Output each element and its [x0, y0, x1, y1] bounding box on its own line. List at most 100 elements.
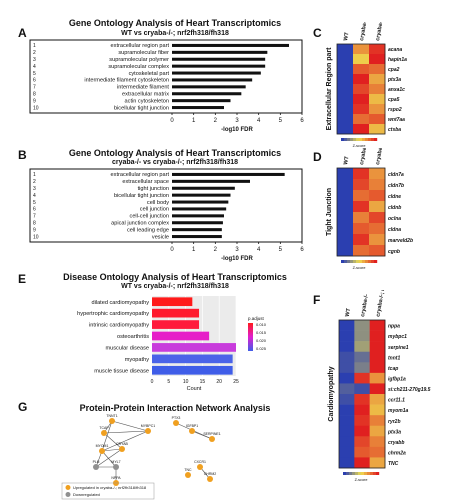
rank-label: 3 [33, 57, 36, 63]
x-tick-label: 5 [279, 118, 283, 124]
bar [152, 320, 200, 329]
bar [172, 57, 266, 61]
x-tick-label: 15 [200, 379, 206, 385]
heatmap-cell [353, 44, 370, 55]
legend-swatch [65, 492, 71, 497]
heatmap-cell [337, 179, 354, 191]
category-label: cell-cell junction [130, 214, 169, 220]
heatmap-cell [353, 124, 370, 135]
network-node [101, 430, 107, 436]
gene-label: rspo2 [388, 107, 402, 113]
rank-label: 8 [33, 220, 36, 226]
rank-label: 10 [33, 105, 39, 111]
legend-tick-label: 0.015 [256, 330, 267, 335]
scale-swatch [373, 472, 377, 475]
panel-b-subtitle: cryaba-/- vs cryaba-/-; nrf2fh318/fh318 [111, 159, 239, 166]
heatmap-cell [354, 383, 370, 395]
network-edge [101, 448, 123, 452]
x-tick-label: 5 [167, 379, 170, 385]
bar-chart-b: 1 extracellular region part 2 extracellular… [29, 168, 304, 262]
gene-label: marveld2b [388, 238, 413, 244]
network-node [209, 436, 215, 442]
scale-swatch [353, 138, 357, 141]
network-node-label: CXCR1 [194, 460, 206, 464]
heatmap-cell [369, 330, 386, 342]
heatmap-cell [369, 201, 386, 213]
network-edge [111, 420, 149, 432]
bar [172, 99, 231, 103]
x-tick-label: 25 [233, 379, 239, 385]
heatmap-cell [337, 104, 354, 115]
bar [152, 331, 210, 341]
gene-label: cldn7a [388, 172, 404, 178]
gene-label: ryr2b [388, 419, 401, 425]
rank-label: 1 [33, 172, 36, 178]
heatmap-d: WT cryaba-/- cryaba-/-; nrf2fh318/fh318 Tig… [326, 148, 413, 270]
heatmap-cell [337, 84, 354, 95]
heatmap-cell [337, 234, 354, 246]
panel-letter-e: E [18, 272, 27, 286]
bar [172, 221, 223, 225]
heatmap-cell [353, 201, 370, 213]
scale-swatch [341, 260, 345, 263]
scale-swatch [367, 472, 371, 475]
heatmap-c: WT cryaba-/- cryaba-/-; nrf2fh318/fh318 Ext… [326, 22, 407, 148]
heatmap-row-group-label: Cardiomyopathy [328, 366, 335, 421]
rank-label: 5 [33, 71, 36, 77]
scale-swatch [374, 260, 378, 263]
gene-label: ccr11.1 [388, 398, 405, 404]
category-label: supramolecular complex [108, 64, 169, 70]
heatmap-cell [369, 394, 386, 405]
category-label: osteoarthritis [117, 334, 149, 340]
plot-frame [29, 39, 303, 114]
gene-label: serpine1 [388, 345, 409, 351]
legend-title: p.adjust [248, 316, 265, 321]
column-header: cryaba-/-; nrf2fh318/fh318 [375, 22, 393, 41]
scale-swatch [371, 260, 375, 263]
x-axis-label: -log10 FDR [221, 127, 253, 133]
heatmap-cell [337, 54, 354, 65]
panel-letter-f: F [313, 293, 321, 307]
rank-label: 10 [33, 234, 39, 240]
scale-swatch [365, 260, 369, 263]
legend-tick-label: 0.020 [256, 338, 267, 343]
bar [152, 354, 233, 364]
x-tick-label: 5 [279, 247, 283, 253]
category-label: dilated cardiomyopathy [91, 300, 149, 306]
scale-label: Z-score [353, 144, 366, 148]
bar [152, 308, 200, 318]
column-header: cryaba-/- [359, 148, 369, 165]
scale-swatch [347, 138, 351, 141]
category-label: cell junction [140, 207, 169, 213]
network-graph-g: TNNT1 TCAP MYBPC1 PTX3 IGFBP1 SERPINE1 CRYAB MY… [61, 414, 221, 500]
heatmap-frame [338, 319, 386, 469]
heatmap-cell [354, 446, 370, 458]
column-header: cryaba-/-; nrf2fh318/fh318 [375, 290, 393, 317]
rank-label: 9 [33, 227, 36, 233]
column-header: WT [343, 31, 351, 41]
network-node-label: SERPINE1 [203, 432, 220, 436]
x-axis-label: -log10 FDR [221, 256, 253, 262]
network-node-label: MYL7 [111, 460, 120, 464]
heatmap-frame [336, 167, 386, 257]
gene-label: ctsba [388, 127, 401, 133]
x-tick-label: 0 [151, 379, 154, 385]
panel-e-subtitle: WT vs cryaba-/-; nrf2fh318/fh318 [121, 283, 229, 290]
rank-label: 4 [33, 193, 36, 199]
heatmap-cell [339, 404, 355, 416]
category-label: supramolecular polymer [109, 57, 169, 63]
category-label: hypertrophic cardiomyopathy [77, 311, 149, 317]
heatmap-cell [339, 341, 355, 353]
scale-swatch [350, 138, 354, 141]
heatmap-cell [339, 457, 355, 469]
heatmap-cell [369, 74, 386, 85]
bar [172, 200, 229, 204]
bar [172, 179, 250, 183]
network-node [185, 472, 191, 478]
heatmap-cell [369, 372, 386, 384]
heatmap-cell [369, 190, 386, 202]
x-tick-label: 4 [257, 118, 261, 124]
heatmap-cell [337, 124, 354, 135]
heatmap-cell [337, 44, 354, 55]
gene-label: cpa5 [388, 97, 400, 103]
